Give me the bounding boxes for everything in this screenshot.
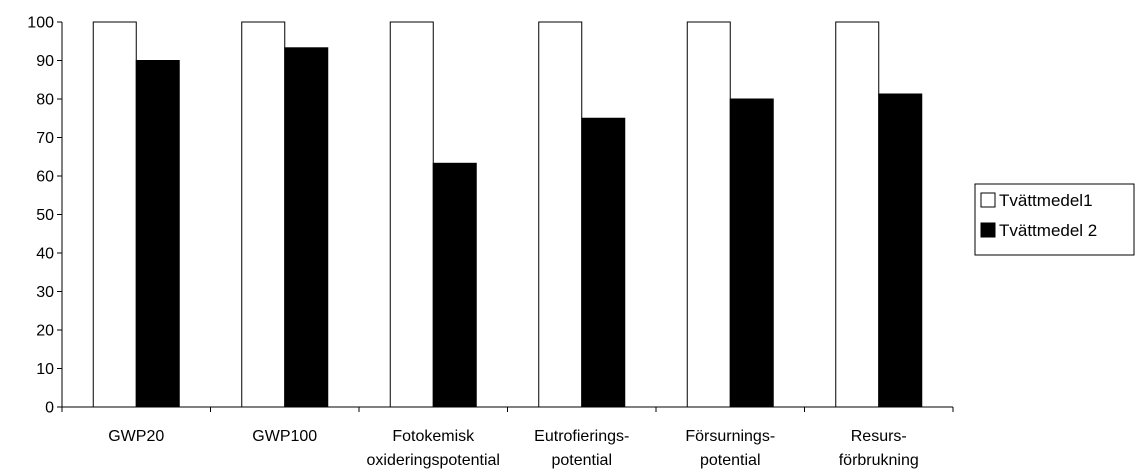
bar-2-fotokemisk — [432, 162, 477, 408]
bar-1-eutrofierings — [538, 21, 583, 408]
legend-box — [974, 183, 1135, 256]
bars — [92, 21, 923, 408]
x-axis: GWP20 GWP100 Fotokemisk oxideringspotential… — [61, 406, 954, 469]
y-tick-label: 40 — [36, 246, 54, 263]
x-category-label: förbrukning — [839, 452, 919, 469]
y-tick-label: 60 — [36, 169, 54, 186]
x-category-label: Fotokemisk — [392, 428, 475, 445]
bar-1-gwp20 — [92, 21, 137, 408]
bar-2-gwp100 — [284, 47, 329, 408]
legend: Tvättmedel1 Tvättmedel 2 — [974, 183, 1135, 256]
bar-2-eutrofierings — [581, 117, 626, 408]
legend-swatch — [980, 222, 996, 238]
x-category-label: potential — [700, 452, 761, 469]
legend-label: Tvättmedel1 — [999, 191, 1093, 210]
x-category-label: oxideringspotential — [367, 452, 500, 469]
y-tick-label: 70 — [36, 130, 54, 147]
y-tick-label: 30 — [36, 284, 54, 301]
x-category-label: potential — [552, 452, 613, 469]
y-axis: 0 10 20 30 40 50 60 70 80 90 100 — [27, 15, 63, 417]
bar-2-frsurnings — [729, 98, 774, 408]
x-category-label: Eutrofierings- — [534, 428, 629, 445]
bar-2-resurs — [878, 93, 923, 408]
x-category-label: GWP20 — [108, 428, 164, 445]
legend-swatch — [980, 192, 996, 208]
bar-1-resurs — [835, 21, 880, 408]
x-category-label: Resurs- — [851, 428, 907, 445]
y-tick-label: 100 — [27, 15, 54, 32]
bar-1-gwp100 — [241, 21, 286, 408]
x-category-label: Försurnings- — [685, 428, 775, 445]
y-tick-label: 0 — [45, 400, 54, 417]
legend-label: Tvättmedel 2 — [999, 221, 1097, 240]
y-tick-label: 10 — [36, 361, 54, 378]
y-tick-label: 80 — [36, 92, 54, 109]
y-tick-label: 20 — [36, 323, 54, 340]
bar-1-frsurnings — [686, 21, 731, 408]
y-tick-label: 90 — [36, 53, 54, 70]
bar-2-gwp20 — [135, 60, 180, 408]
bar-1-fotokemisk — [389, 21, 434, 408]
y-tick-label: 50 — [36, 207, 54, 224]
x-category-label: GWP100 — [252, 428, 317, 445]
